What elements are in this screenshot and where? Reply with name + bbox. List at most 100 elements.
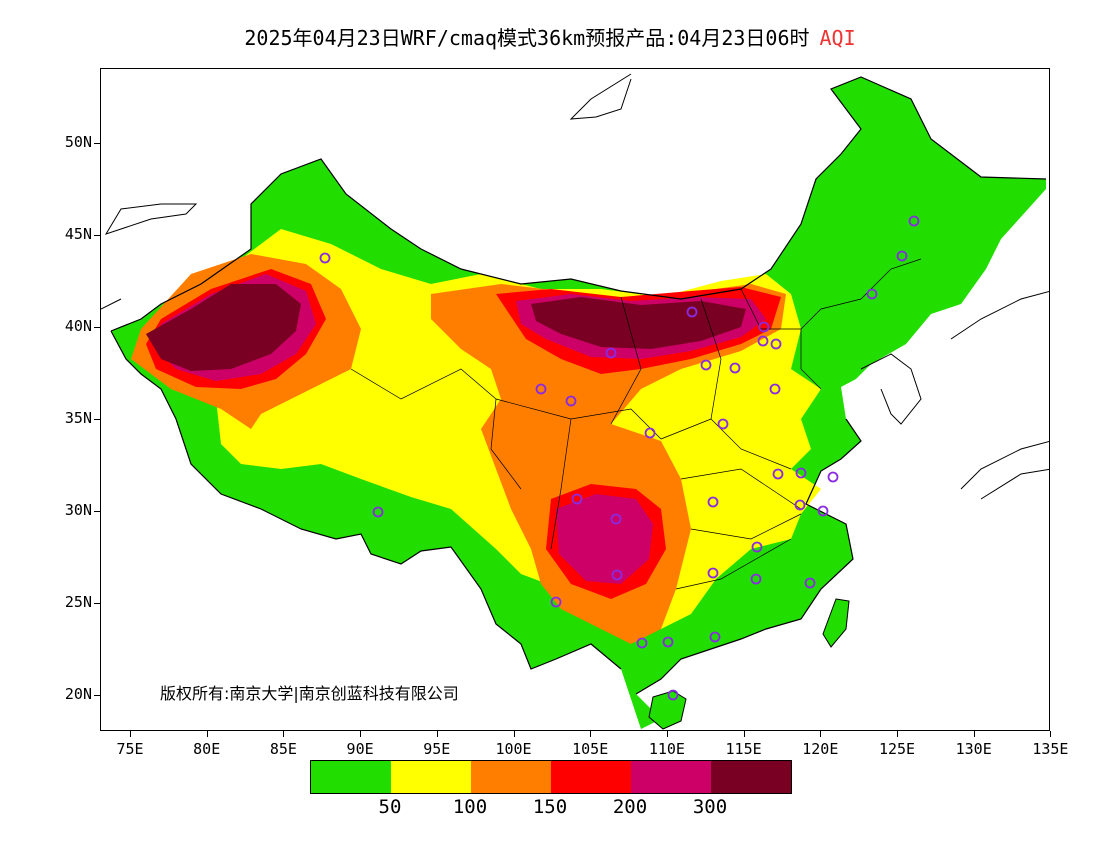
lat-label: 35N <box>64 409 92 427</box>
lon-label: 125E <box>878 740 916 758</box>
station-circle-icon <box>662 636 674 648</box>
station-circle-icon <box>717 418 729 430</box>
aqi-region-hazardous <box>531 297 746 349</box>
lon-tick <box>743 731 745 737</box>
legend-threshold-label: 100 <box>452 796 488 818</box>
copyright-text: 版权所有:南京大学|南京创蓝科技有限公司 <box>160 684 459 703</box>
lat-tick <box>94 511 100 512</box>
lon-label: 95E <box>423 740 451 758</box>
lon-tick <box>590 731 592 737</box>
lon-tick <box>897 731 898 737</box>
station-circle-icon <box>611 569 623 581</box>
title-variable: AQI <box>819 26 856 50</box>
station-circle-icon <box>610 513 622 525</box>
lat-tick <box>94 603 100 604</box>
lon-label: 85E <box>269 740 297 758</box>
legend-threshold-label: 300 <box>692 796 728 818</box>
lon-label: 80E <box>193 740 221 758</box>
station-circle-icon <box>686 306 698 318</box>
station-circle-icon <box>751 541 763 553</box>
station-circle-icon <box>700 359 712 371</box>
station-circle-icon <box>644 427 656 439</box>
aqi-region-very-unhealthy-sw <box>556 494 653 584</box>
station-circle-icon <box>535 383 547 395</box>
lon-label: 75E <box>116 740 144 758</box>
lon-label: 100E <box>495 740 532 758</box>
lat-label: 45N <box>64 225 92 243</box>
lon-tick <box>666 731 668 737</box>
legend-threshold-label: 150 <box>532 796 568 818</box>
china-aqi-map <box>101 73 1049 730</box>
island-taiwan <box>822 598 850 648</box>
station-circle-icon <box>795 467 807 479</box>
lon-tick <box>973 731 975 737</box>
map-frame <box>100 68 1050 731</box>
lon-tick <box>283 731 285 737</box>
lon-label: 105E <box>572 740 609 758</box>
lat-tick <box>94 419 100 420</box>
station-circle-icon <box>319 252 331 264</box>
lat-label: 50N <box>64 133 92 151</box>
chart-title: 2025年04月23日WRF/cmaq模式36km预报产品:04月23日06时 A… <box>0 22 1100 51</box>
station-circle-icon <box>772 468 784 480</box>
station-circle-icon <box>758 321 770 333</box>
lon-label: 120E <box>802 740 839 758</box>
station-circle-icon <box>757 335 769 347</box>
aqi-region-sensitive <box>431 284 786 644</box>
coastline-west <box>101 203 198 310</box>
station-circle-icon <box>550 596 562 608</box>
lat-tick <box>94 327 100 328</box>
station-circle-icon <box>770 338 782 350</box>
title-main: 2025年04月23日WRF/cmaq模式36km预报产品:04月23日06时 <box>244 26 810 50</box>
lon-tick <box>360 731 362 737</box>
station-circle-icon <box>372 506 384 518</box>
station-circle-icon <box>804 577 816 589</box>
lon-label: 115E <box>725 740 762 758</box>
legend-swatch <box>311 761 391 793</box>
station-circle-icon <box>729 362 741 374</box>
station-circle-icon <box>709 631 721 643</box>
lon-tick <box>513 731 515 737</box>
country-border <box>110 76 1047 695</box>
aqi-region-hazardous-west <box>146 284 301 371</box>
station-circle-icon <box>908 215 920 227</box>
legend-swatch <box>471 761 551 793</box>
station-circle-icon <box>667 689 679 701</box>
station-circle-icon <box>707 496 719 508</box>
station-circle-icon <box>794 499 806 511</box>
legend-swatch <box>631 761 711 793</box>
lon-tick <box>130 731 131 737</box>
station-circle-icon <box>896 250 908 262</box>
lon-tick <box>206 731 208 737</box>
lon-label: 110E <box>648 740 685 758</box>
lat-tick <box>94 143 100 144</box>
station-circle-icon <box>707 567 719 579</box>
station-circle-icon <box>636 637 648 649</box>
island-hainan <box>648 690 687 730</box>
province-borders <box>350 258 922 590</box>
lat-label: 20N <box>64 685 92 703</box>
lon-label: 135E <box>1032 740 1069 758</box>
station-circle-icon <box>750 573 762 585</box>
lon-tick <box>436 731 438 737</box>
station-circle-icon <box>769 383 781 395</box>
legend-swatch <box>711 761 791 793</box>
lat-tick <box>94 235 100 236</box>
lon-label: 130E <box>955 740 992 758</box>
station-circle-icon <box>571 493 583 505</box>
lon-tick <box>1050 731 1052 737</box>
station-circle-icon <box>817 505 829 517</box>
lat-tick <box>94 695 100 696</box>
station-circle-icon <box>866 288 878 300</box>
coastline-korea-japan <box>569 73 1049 500</box>
station-markers <box>319 215 920 701</box>
legend-swatch <box>391 761 471 793</box>
lat-label: 30N <box>64 501 92 519</box>
station-circle-icon <box>565 395 577 407</box>
lat-label: 40N <box>64 317 92 335</box>
lat-label: 25N <box>64 593 92 611</box>
legend-swatch <box>551 761 631 793</box>
lon-label: 90E <box>346 740 374 758</box>
lon-tick <box>820 731 822 737</box>
station-circle-icon <box>827 471 839 483</box>
